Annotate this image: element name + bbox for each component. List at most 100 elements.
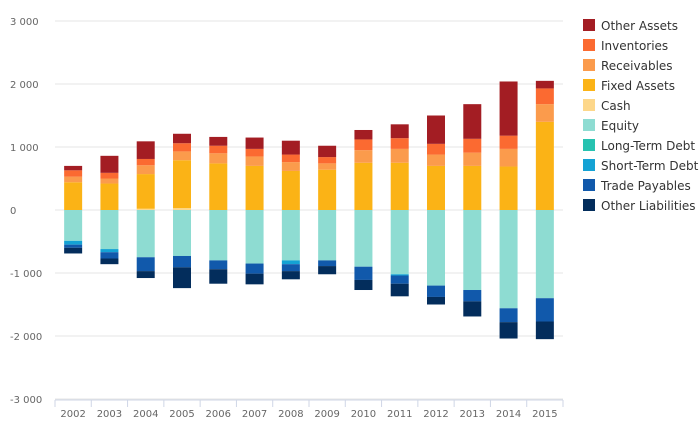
- legend-item[interactable]: Fixed Assets: [583, 79, 675, 93]
- bar-segment: [64, 170, 83, 177]
- legend-label: Other Assets: [601, 19, 678, 33]
- bar-segment: [535, 104, 554, 122]
- legend-swatch: [583, 59, 595, 71]
- bar-segment: [499, 166, 518, 210]
- legend-item[interactable]: Inventories: [583, 39, 668, 53]
- x-tick-label: 2005: [169, 409, 194, 420]
- legend: Other Assets Inventories Receivables Fixed …: [583, 19, 699, 213]
- legend-label: Long-Term Debt: [601, 139, 695, 153]
- y-tick-label: 1 000: [10, 143, 39, 154]
- bar-segment: [499, 308, 518, 323]
- bar-segment: [390, 210, 409, 275]
- bar-segment: [390, 124, 409, 139]
- bar-segment: [209, 153, 228, 164]
- bar-segment: [100, 252, 119, 259]
- bar-segment: [245, 137, 264, 149]
- x-tick-label: 2012: [423, 409, 448, 420]
- bar-segment: [100, 258, 119, 265]
- bar-segment: [245, 210, 264, 264]
- x-tick-label: 2004: [133, 409, 158, 420]
- bar-segment: [463, 152, 482, 166]
- bar-segment: [427, 154, 445, 166]
- bar-segment: [354, 162, 373, 210]
- bar-segment: [209, 210, 228, 261]
- bar-segment: [535, 298, 554, 322]
- y-tick-label: -3 000: [10, 395, 42, 406]
- y-axis-ticks: -3 000 -2 000 -1 000 0 1 000 2 000 3 000: [10, 17, 42, 406]
- legend-swatch: [583, 79, 595, 91]
- x-tick-label: 2014: [496, 409, 521, 420]
- legend-label: Other Liabilities: [601, 199, 696, 213]
- bar-segment: [427, 165, 445, 210]
- bar-segment: [100, 178, 119, 184]
- bar-segment: [136, 165, 155, 175]
- x-tick-label: 2011: [387, 409, 412, 420]
- bar-segment: [245, 263, 264, 274]
- bar-segment: [463, 290, 482, 302]
- bar-segment: [463, 301, 482, 317]
- bar-segment: [354, 129, 373, 140]
- bar-segment: [136, 174, 155, 209]
- bar-segment: [463, 165, 482, 210]
- bar-segment: [173, 210, 191, 256]
- x-tick-label: 2006: [206, 409, 231, 420]
- bar-segment: [245, 273, 264, 285]
- bar-segment: [209, 145, 228, 154]
- legend-item[interactable]: Other Assets: [583, 19, 678, 33]
- bar-segment: [64, 165, 83, 171]
- bar-segment: [318, 266, 337, 275]
- bar-segment: [463, 210, 482, 291]
- bar-segment: [499, 81, 518, 136]
- bar-segment: [100, 183, 119, 210]
- bar-segment: [318, 169, 337, 210]
- bar-segment: [64, 244, 83, 248]
- bar-segment: [390, 275, 409, 284]
- bar-segment: [245, 156, 264, 166]
- bar-segment: [427, 285, 445, 297]
- y-tick-label: 2 000: [10, 80, 39, 91]
- bar-segment: [281, 210, 300, 261]
- bar-segment: [136, 210, 155, 258]
- bars: [64, 80, 554, 340]
- legend-item[interactable]: Cash: [583, 99, 631, 113]
- legend-label: Fixed Assets: [601, 79, 675, 93]
- x-axis: 2002 2003 2004 2005 2006 2007 2008 2009 2010 2011…: [54, 399, 564, 420]
- legend-item[interactable]: Long-Term Debt: [583, 139, 695, 153]
- bar-segment: [427, 210, 445, 286]
- bar-segment: [136, 158, 155, 166]
- bar-segment: [318, 145, 337, 158]
- bar-segment: [64, 247, 83, 254]
- bar-segment: [100, 172, 119, 179]
- legend-label: Receivables: [601, 59, 673, 73]
- bar-segment: [427, 143, 445, 155]
- bar-segment: [281, 140, 300, 155]
- bar-segment: [499, 322, 518, 339]
- bar-segment: [209, 136, 228, 146]
- legend-item[interactable]: Receivables: [583, 59, 673, 73]
- x-tick-label: 2013: [460, 409, 485, 420]
- bar-segment: [390, 138, 409, 149]
- bar-segment: [209, 269, 228, 284]
- bar-segment: [463, 138, 482, 153]
- legend-item[interactable]: Other Liabilities: [583, 199, 696, 213]
- x-tick-label: 2007: [242, 409, 267, 420]
- legend-label: Trade Payables: [600, 179, 691, 193]
- legend-item[interactable]: Trade Payables: [583, 179, 691, 193]
- legend-item[interactable]: Equity: [583, 119, 639, 133]
- y-tick-label: -1 000: [10, 269, 42, 280]
- bar-segment: [173, 143, 191, 152]
- bar-segment: [390, 274, 409, 276]
- bar-segment: [173, 151, 191, 161]
- bar-segment: [318, 163, 337, 170]
- bar-segment: [64, 182, 83, 210]
- bar-segment: [281, 264, 300, 272]
- y-tick-label: 0: [10, 206, 16, 217]
- x-tick-label: 2003: [97, 409, 122, 420]
- bar-segment: [499, 148, 518, 167]
- bar-segment: [100, 155, 119, 173]
- bar-segment: [173, 133, 191, 144]
- bar-segment: [209, 260, 228, 270]
- legend-item[interactable]: Short-Term Debt: [583, 159, 699, 173]
- bar-segment: [463, 104, 482, 139]
